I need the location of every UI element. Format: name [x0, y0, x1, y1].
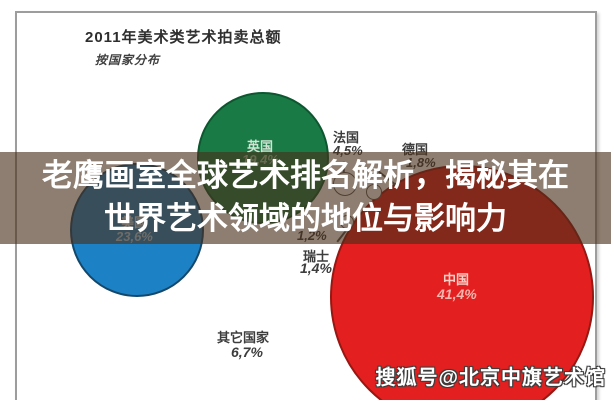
value-other-countries: 6,7% — [231, 344, 263, 360]
chart-title: 2011年美术类艺术拍卖总额 — [85, 29, 282, 46]
label-china: 中国 — [443, 272, 470, 287]
value-china: 41,4% — [437, 286, 477, 302]
headline-line-2: 世界艺术领域的地位与影响力 — [104, 201, 507, 236]
sohu-watermark: 搜狐号@北京中旗艺术馆 — [375, 367, 606, 389]
label-switzerland: 瑞士 — [303, 249, 330, 264]
label-france: 法国 — [333, 130, 360, 145]
chart-subtitle: 按国家分布 — [95, 53, 161, 67]
value-switzerland: 1,4% — [300, 260, 332, 276]
headline-line-1: 老鹰画室全球艺术排名解析，揭秘其在 — [42, 158, 569, 193]
label-uk: 英国 — [247, 139, 274, 154]
headline-banner: 老鹰画室全球艺术排名解析，揭秘其在 世界艺术领域的地位与影响力 — [0, 152, 611, 244]
label-other-countries: 其它国家 — [217, 330, 270, 345]
